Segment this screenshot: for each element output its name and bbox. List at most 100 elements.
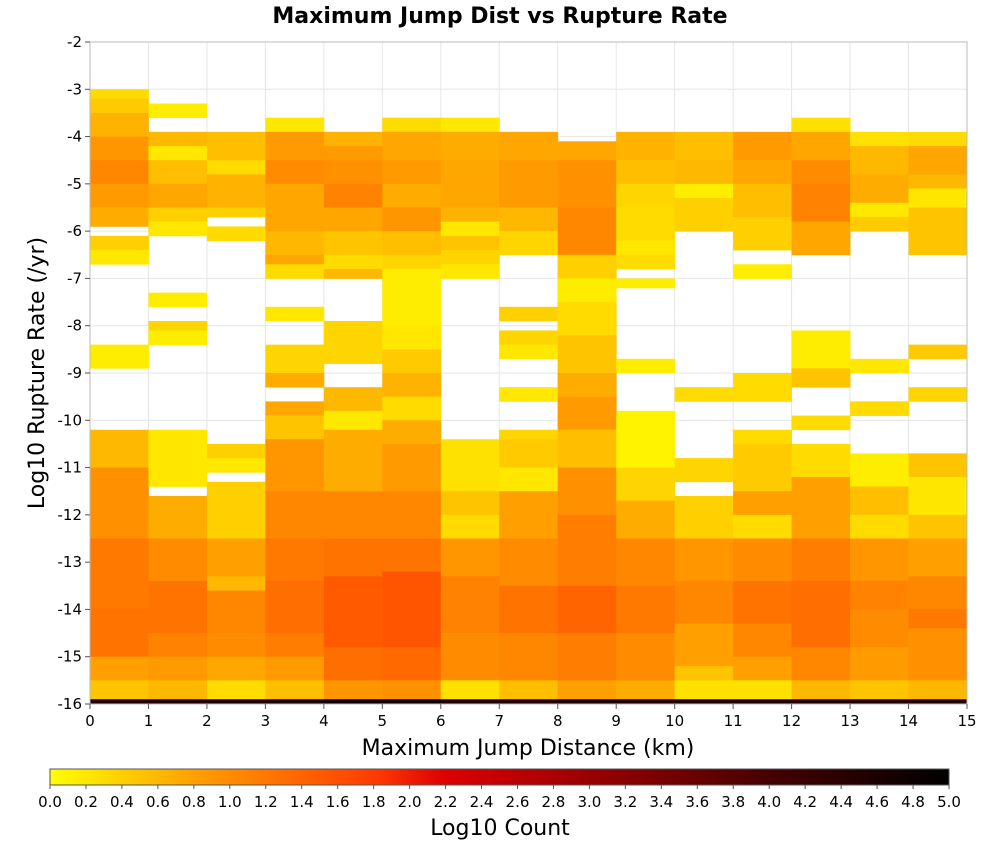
heatmap-cell — [499, 231, 559, 256]
heatmap-cell — [908, 188, 968, 208]
heatmap-cell — [90, 183, 149, 208]
x-tick-label: 1 — [144, 712, 154, 730]
heatmap-cell — [440, 538, 500, 577]
heatmap-cell — [908, 344, 968, 360]
heatmap-cell — [90, 538, 149, 610]
heatmap-cell — [206, 458, 266, 473]
heatmap-cells — [90, 89, 968, 705]
heatmap-cell — [148, 429, 208, 468]
heatmap-cell — [265, 415, 325, 440]
heatmap-cell — [148, 131, 208, 147]
heatmap-cell — [733, 183, 792, 218]
heatmap-cell — [382, 131, 442, 161]
heatmap-cell — [440, 491, 500, 516]
heatmap-cell — [440, 235, 500, 251]
heatmap-cell — [850, 401, 909, 416]
x-tick-label: 2 — [202, 712, 212, 730]
heatmap-cell — [323, 320, 383, 364]
heatmap-cell — [908, 207, 968, 256]
heatmap-cell — [557, 467, 617, 516]
heatmap-cell — [791, 443, 851, 478]
heatmap-cell — [148, 495, 208, 539]
heatmap-cell — [850, 699, 909, 705]
y-tick-label: -15 — [58, 648, 83, 666]
heatmap-cell — [908, 453, 968, 478]
heatmap-cell — [674, 458, 734, 483]
colorbar-tick-label: 4.8 — [901, 793, 925, 811]
heatmap-cell — [499, 467, 559, 492]
heatmap-cell — [323, 207, 383, 232]
heatmap-cell — [265, 264, 325, 279]
x-tick-label: 10 — [665, 712, 684, 730]
heatmap-cell — [440, 207, 500, 223]
x-tick-label: 9 — [611, 712, 621, 730]
heatmap-cell — [206, 131, 266, 147]
x-tick-label: 4 — [319, 712, 329, 730]
heatmap-cell — [90, 699, 149, 705]
heatmap-cell — [90, 98, 149, 114]
y-tick-label: -13 — [58, 553, 83, 571]
heatmap-cell — [265, 160, 325, 185]
heatmap-cell — [323, 576, 383, 648]
heatmap-cell — [616, 160, 676, 185]
heatmap-cell — [265, 254, 325, 265]
heatmap-cell — [733, 656, 792, 681]
heatmap-cell — [148, 330, 208, 346]
heatmap-cell — [908, 174, 968, 189]
heatmap-cell — [557, 278, 617, 303]
heatmap-cell — [791, 368, 851, 388]
heatmap-cell — [206, 160, 266, 175]
heatmap-cell — [616, 585, 676, 634]
heatmap-cell — [323, 699, 383, 705]
x-tick-label: 13 — [841, 712, 860, 730]
heatmap-cell — [674, 131, 734, 161]
heatmap-cell — [265, 306, 325, 322]
y-ticks: -2 -3 -4 -5 -6 -7 -8 -9 -10 -11 -12 -13 -14 -15 -16 — [58, 33, 90, 713]
heatmap-cell — [557, 160, 617, 208]
heatmap-cell — [616, 358, 676, 374]
heatmap-cell — [90, 235, 149, 251]
heatmap-cell — [440, 680, 500, 700]
heatmap-cell — [382, 699, 442, 705]
heatmap-cell — [265, 231, 325, 256]
heatmap-cell — [382, 268, 442, 327]
heatmap-cell — [733, 680, 792, 700]
heatmap-cell — [791, 183, 851, 223]
heatmap-cell — [908, 131, 968, 147]
heatmap-cell — [557, 335, 617, 374]
heatmap-cell — [791, 330, 851, 369]
heatmap-cell — [674, 623, 734, 667]
colorbar-tick-label: 0.4 — [110, 793, 134, 811]
heatmap-cell — [323, 538, 383, 577]
heatmap-cell — [557, 254, 617, 279]
heatmap-cell — [499, 429, 559, 440]
heatmap-cell — [323, 254, 383, 270]
heatmap-cell — [440, 221, 500, 237]
y-tick-label: -11 — [58, 459, 83, 477]
x-tick-label: 0 — [85, 712, 95, 730]
heatmap-cell — [791, 699, 851, 705]
heatmap-cell — [791, 160, 851, 185]
heatmap-cell — [733, 160, 792, 185]
heatmap-cell — [850, 453, 909, 487]
heatmap-cell — [265, 680, 325, 700]
heatmap-cell — [265, 633, 325, 658]
heatmap-cell — [557, 633, 617, 681]
heatmap-cell — [206, 576, 266, 591]
heatmap-cell — [206, 174, 266, 208]
y-tick-label: -8 — [67, 317, 82, 335]
heatmap-cell — [850, 680, 909, 700]
colorbar-tick-label: 2.0 — [398, 793, 422, 811]
heatmap-cell — [791, 680, 851, 700]
heatmap-cell — [382, 160, 442, 185]
x-axis-label: Maximum Jump Distance (km) — [362, 736, 695, 761]
heatmap-cell — [323, 410, 383, 431]
heatmap-cell — [148, 656, 208, 681]
heatmap-cell — [733, 491, 792, 516]
heatmap-cell — [908, 146, 968, 175]
heatmap-cell — [440, 264, 500, 279]
heatmap-cell — [382, 349, 442, 374]
heatmap-cell — [440, 117, 500, 133]
heatmap-cell — [674, 160, 734, 185]
